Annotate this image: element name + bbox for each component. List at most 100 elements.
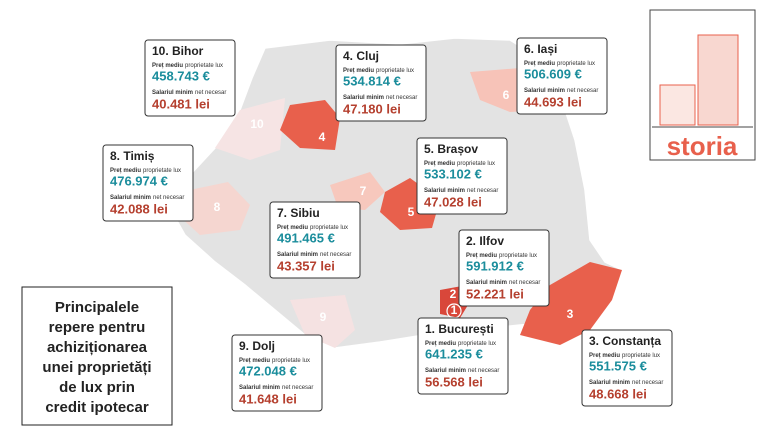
- region-bihor: [215, 98, 285, 160]
- county-heading: 1. București: [425, 322, 494, 336]
- building: [697, 34, 739, 126]
- label-rest: proprietate lux: [272, 358, 310, 364]
- label-rest: net necesar: [282, 385, 313, 391]
- county-heading: 3. Constanța: [589, 334, 661, 348]
- title-line: de lux prin: [59, 379, 135, 396]
- label-rest: proprietate lux: [143, 168, 181, 174]
- callout: 10. Bihor Preț mediu proprietate lux458.74…: [144, 39, 236, 117]
- county-heading: 10. Bihor: [152, 44, 204, 58]
- label-rest: net necesar: [509, 280, 540, 286]
- salary: 47.180 lei: [343, 101, 401, 116]
- callout: 9. Dolj Preț mediu proprietate lux472.048 …: [231, 334, 323, 412]
- salary-label: Salariul minim net necesar: [466, 280, 540, 286]
- salary-label: Salariul minim net necesar: [343, 95, 417, 101]
- price: 534.814 €: [343, 73, 401, 88]
- price: 506.609 €: [524, 66, 582, 81]
- salary: 40.481 lei: [152, 96, 210, 111]
- label-bold: Salariul minim: [589, 380, 630, 386]
- label-rest: net necesar: [153, 195, 184, 201]
- price: 551.575 €: [589, 358, 647, 373]
- price: 458.743 €: [152, 68, 210, 83]
- price-label: Preț mediu proprietate lux: [424, 161, 495, 167]
- title-box: [21, 286, 173, 426]
- salary: 48.668 lei: [589, 386, 647, 401]
- county-heading: 9. Dolj: [239, 339, 275, 353]
- label-bold: Preț mediu: [110, 168, 141, 174]
- price-label: Preț mediu proprietate lux: [277, 225, 348, 231]
- salary-label: Salariul minim net necesar: [524, 88, 598, 94]
- callout: 6. Iași Preț mediu proprietate lux506.609 …: [516, 37, 608, 115]
- label-bold: Preț mediu: [589, 353, 620, 359]
- building: [659, 84, 696, 126]
- label-bold: Preț mediu: [239, 358, 270, 364]
- salary-label: Salariul minim net necesar: [152, 90, 226, 96]
- title-line: unei proprietăți: [42, 359, 151, 376]
- region-cluj: [280, 100, 340, 150]
- title-line: Principalele: [55, 299, 139, 316]
- price-label: Preț mediu proprietate lux: [152, 63, 223, 69]
- callout: 7. Sibiu Preț mediu proprietate lux491.465…: [269, 201, 361, 279]
- county-heading: 4. Cluj: [343, 49, 379, 63]
- logo-text: storia: [667, 131, 738, 161]
- salary: 44.693 lei: [524, 94, 582, 109]
- price-label: Preț mediu proprietate lux: [110, 168, 181, 174]
- region-number: 7: [360, 184, 367, 198]
- label-bold: Preț mediu: [425, 341, 456, 347]
- label-bold: Preț mediu: [277, 225, 308, 231]
- label-bold: Salariul minim: [425, 368, 466, 374]
- callout-box: [269, 201, 361, 279]
- label-bold: Salariul minim: [424, 188, 465, 194]
- price: 491.465 €: [277, 230, 335, 245]
- region-number: 4: [319, 130, 326, 144]
- label-rest: net necesar: [567, 88, 598, 94]
- label-rest: proprietate lux: [376, 68, 414, 74]
- county-heading: 2. Ilfov: [466, 234, 504, 248]
- price-label: Preț mediu proprietate lux: [466, 253, 537, 259]
- region-number: 8: [214, 200, 221, 214]
- region-number: 9: [320, 310, 327, 324]
- callout: 2. Ilfov Preț mediu proprietate lux591.912…: [458, 229, 550, 307]
- label-bold: Salariul minim: [524, 88, 565, 94]
- price: 641.235 €: [425, 346, 483, 361]
- price-label: Preț mediu proprietate lux: [239, 358, 310, 364]
- label-bold: Salariul minim: [466, 280, 507, 286]
- salary: 42.088 lei: [110, 201, 168, 216]
- label-rest: net necesar: [632, 380, 663, 386]
- region-number: 2: [450, 287, 457, 301]
- salary: 47.028 lei: [424, 194, 482, 209]
- region-number: 6: [503, 88, 510, 102]
- callout-box: [416, 137, 508, 215]
- label-bold: Preț mediu: [424, 161, 455, 167]
- label-bold: Salariul minim: [110, 195, 151, 201]
- label-rest: proprietate lux: [499, 253, 537, 259]
- salary: 52.221 lei: [466, 286, 524, 301]
- label-rest: proprietate lux: [458, 341, 496, 347]
- label-rest: net necesar: [386, 95, 417, 101]
- title: Principalele repere pentru achiziționarea u…: [42, 299, 151, 416]
- label-bold: Preț mediu: [524, 61, 555, 67]
- title-line: repere pentru: [49, 319, 146, 336]
- price-label: Preț mediu proprietate lux: [589, 353, 660, 359]
- salary-label: Salariul minim net necesar: [589, 380, 663, 386]
- region-number: 5: [408, 205, 415, 219]
- county-heading: 8. Timiș: [110, 149, 155, 163]
- region-timis: [178, 182, 250, 235]
- callout-box: [335, 44, 427, 122]
- title-line: credit ipotecar: [45, 399, 149, 416]
- price-label: Preț mediu proprietate lux: [425, 341, 496, 347]
- price-label: Preț mediu proprietate lux: [343, 68, 414, 74]
- callout: 5. Brașov Preț mediu proprietate lux533.10…: [416, 137, 508, 215]
- title-line: achiziționarea: [47, 339, 148, 356]
- map-markers: 1 2 3 4 5 6 7 8 9 10: [214, 88, 574, 324]
- callout-box: [231, 334, 323, 412]
- label-rest: proprietate lux: [185, 63, 223, 69]
- region-number: 10: [250, 117, 264, 131]
- price-label: Preț mediu proprietate lux: [524, 61, 595, 67]
- callout-box: [417, 317, 509, 395]
- label-bold: Preț mediu: [343, 68, 374, 74]
- salary-label: Salariul minim net necesar: [110, 195, 184, 201]
- callout-box: [102, 144, 194, 222]
- callout-box: [144, 39, 236, 117]
- region-sibiu: [330, 172, 385, 210]
